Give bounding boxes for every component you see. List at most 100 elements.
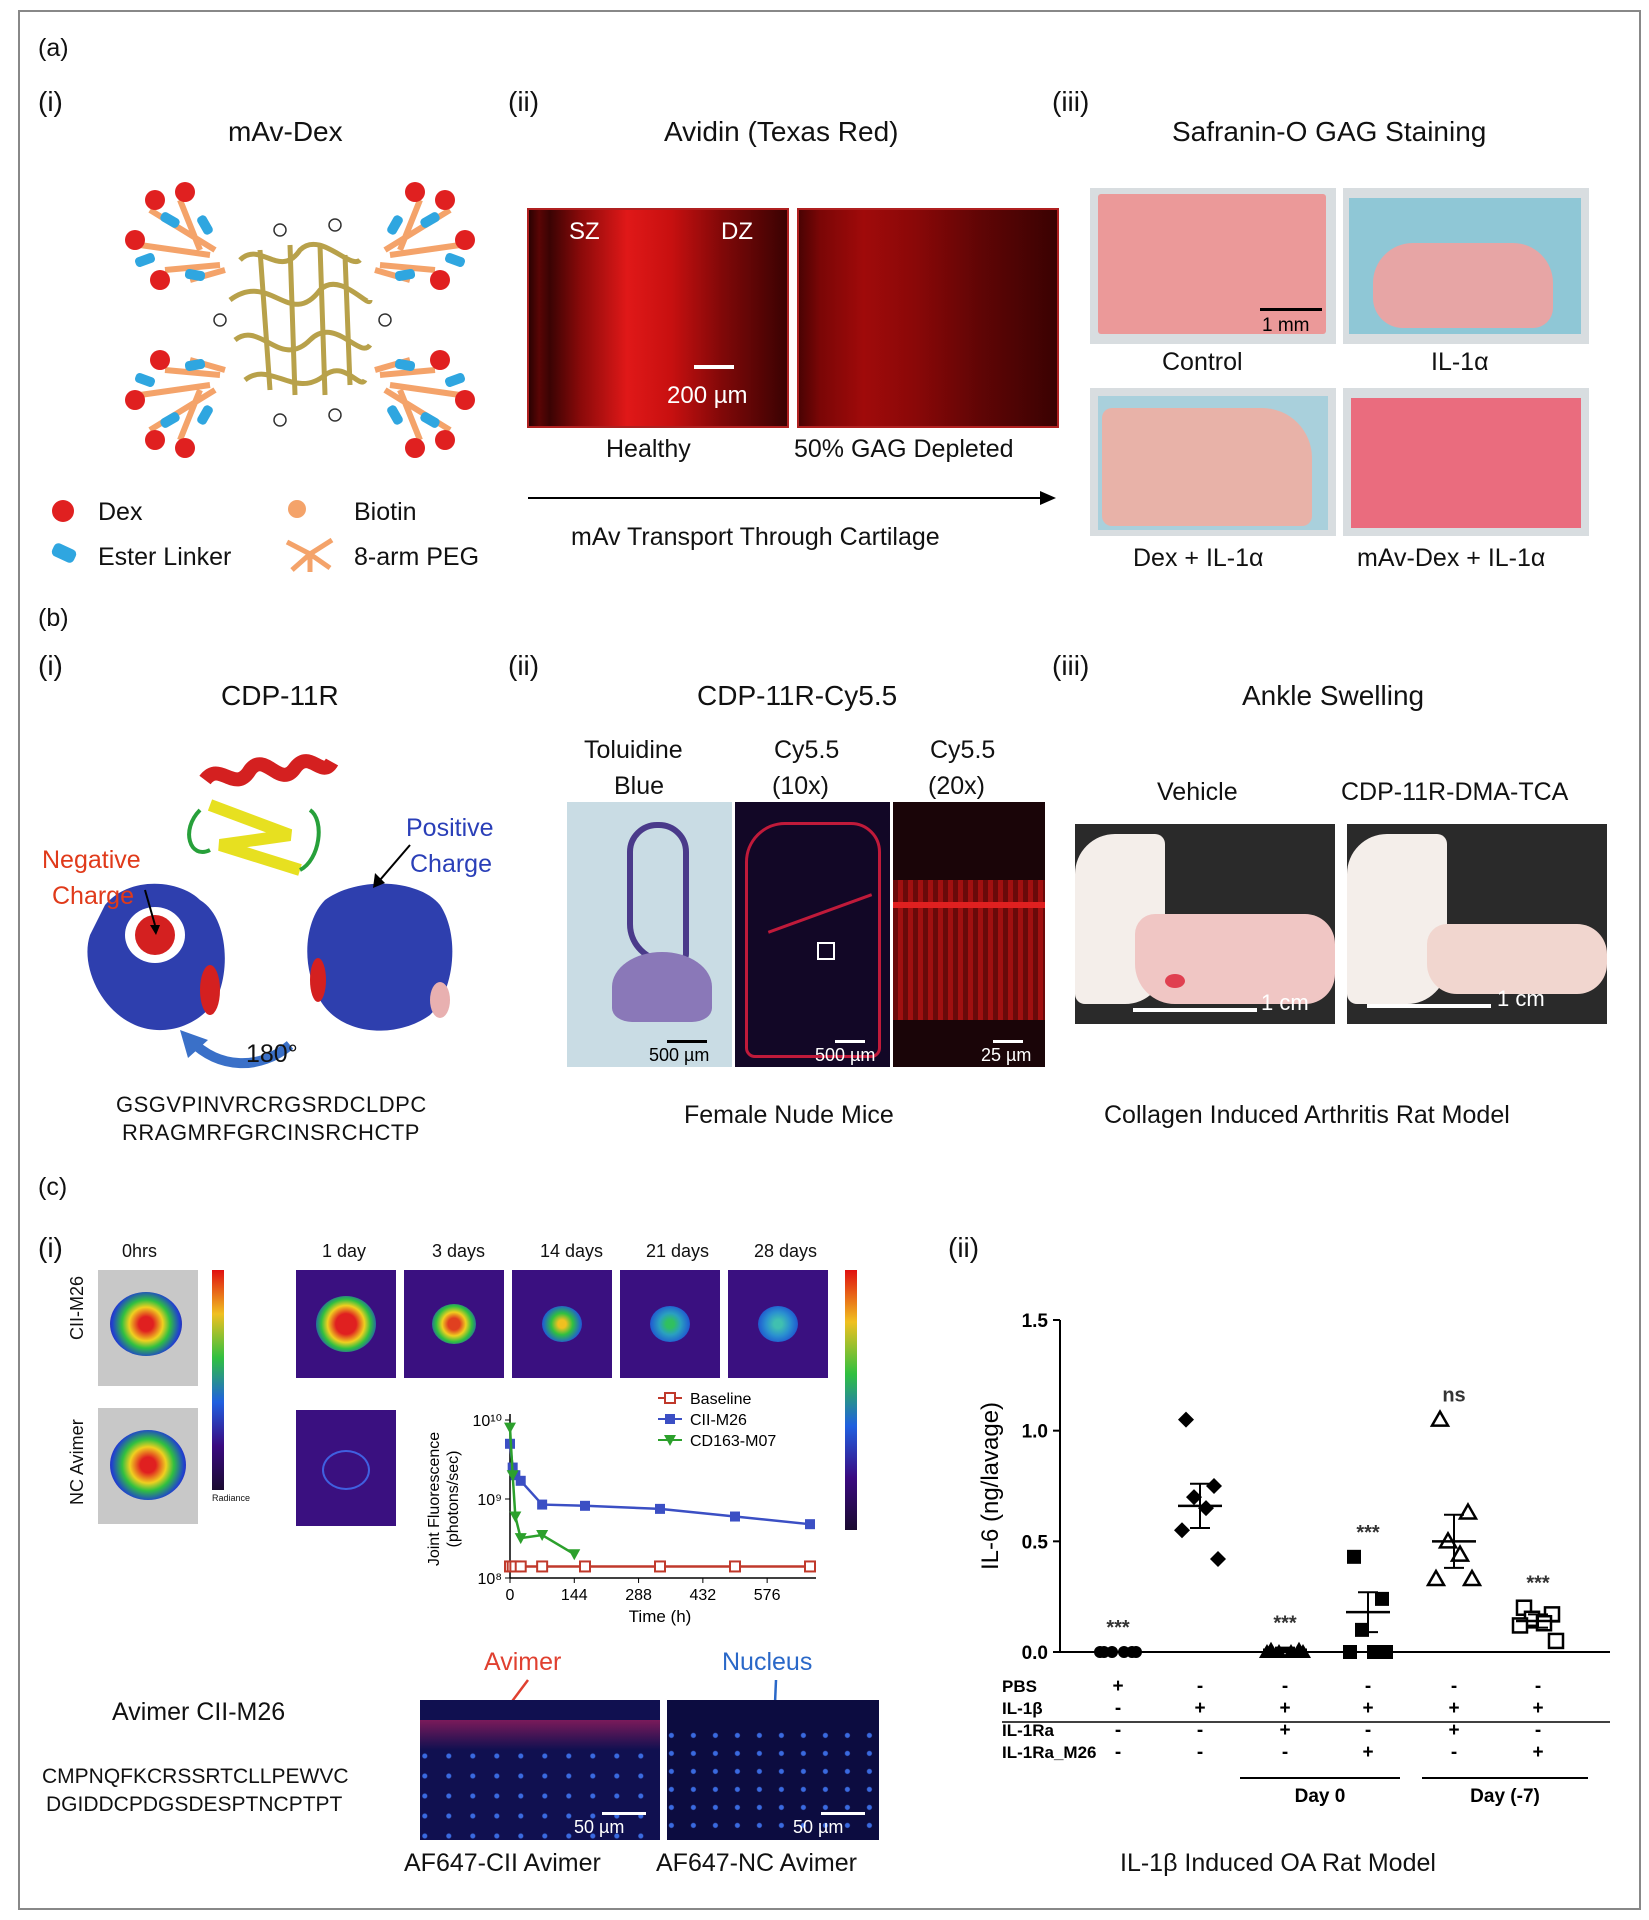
scale-bar <box>1367 1004 1491 1008</box>
scale-label: 50 µm <box>574 1817 625 1837</box>
data-point <box>654 1560 666 1573</box>
treatment-sign: - <box>1535 1720 1541 1741</box>
significance-label: *** <box>1106 1617 1130 1639</box>
group-2 <box>1174 1411 1226 1568</box>
data-point <box>1429 1409 1451 1427</box>
treatment-sign: - <box>1451 1676 1457 1697</box>
treatment-sign: - <box>1451 1742 1457 1763</box>
data-point <box>1206 1478 1222 1494</box>
mav-dex-schematic <box>120 170 480 470</box>
il1a-caption: IL-1α <box>1431 348 1489 376</box>
toluidine-label-1: Toluidine <box>584 736 683 764</box>
data-point <box>1367 1645 1381 1659</box>
panel-b-i-label: (i) <box>38 650 63 681</box>
surface-positive-view <box>307 883 453 1031</box>
treatment-sign: + <box>1194 1698 1205 1719</box>
cy55-20x-image: 25 µm <box>893 802 1045 1067</box>
data-point <box>514 1533 527 1545</box>
group-6: *** <box>1511 1573 1565 1650</box>
data-point <box>729 1560 741 1573</box>
panel-b-i-title: CDP-11R <box>221 680 339 711</box>
depleted-caption: 50% GAG Depleted <box>794 435 1014 463</box>
series-baseline <box>504 1560 816 1573</box>
scale-label: 500 µm <box>815 1045 876 1065</box>
ivis-nc-1day <box>296 1410 396 1526</box>
legend-marker <box>664 1435 676 1446</box>
data-point <box>536 1560 549 1573</box>
cia-rat-caption: Collagen Induced Arthritis Rat Model <box>1104 1101 1510 1129</box>
scale-label: 25 µm <box>981 1045 1032 1065</box>
fluorescence-chart: 10⁸ 10⁹ 10¹⁰ 0 144 288 432 576 Time (h) Joint Flu… <box>426 1391 816 1626</box>
transport-caption: mAv Transport Through Cartilage <box>571 523 940 551</box>
cy55-10x-label-1: Cy5.5 <box>774 736 840 764</box>
row-label-cii-m26: CII-M26 <box>67 1275 87 1340</box>
treatment-sign: - <box>1535 1676 1541 1697</box>
data-point <box>1355 1622 1369 1637</box>
af647-cii-caption: AF647-CII Avimer <box>404 1849 601 1877</box>
legend-label: CII-M26 <box>690 1412 747 1429</box>
time-label-4: 21 days <box>646 1241 710 1261</box>
treatment-sign: + <box>1362 1698 1373 1719</box>
ivis-nc-0hrs <box>98 1408 198 1524</box>
panel-a-iii-title: Safranin-O GAG Staining <box>1172 116 1487 147</box>
scale-bar <box>993 1040 1023 1043</box>
biotin-legend-icon <box>288 500 306 518</box>
y-tick-label: 1.0 <box>1022 1422 1048 1443</box>
nucleus-arrow-label: Nucleus <box>722 1648 813 1676</box>
y-axis-title-line: (photons/sec) <box>445 1451 462 1548</box>
scale-label: 1 mm <box>1262 315 1310 336</box>
data-point <box>1210 1551 1226 1568</box>
avimer-sequence-line-2: DGIDDCPDGSDESPTNCPTPT <box>46 1793 343 1816</box>
avidin-healthy-image: SZ DZ 200 µm <box>527 208 789 428</box>
rotation-arrow <box>186 1036 294 1069</box>
y-tick-label: 10⁹ <box>477 1492 502 1509</box>
scale-label: 1 cm <box>1497 986 1545 1011</box>
series-line <box>508 1427 575 1556</box>
time-label-3: 14 days <box>540 1241 604 1261</box>
radiance-colorbar-2 <box>845 1270 857 1530</box>
avidin-depleted-image <box>797 208 1059 428</box>
safranin-dex-image <box>1090 388 1336 536</box>
cy55-10x-label-2: (10x) <box>772 772 829 800</box>
significance-label: *** <box>1356 1522 1380 1544</box>
group-1: *** <box>1094 1617 1142 1658</box>
treatment-sign: - <box>1365 1676 1371 1697</box>
ivis-cii-0hrs <box>98 1270 198 1386</box>
y-tick-label: 0.5 <box>1022 1532 1049 1553</box>
data-point <box>655 1503 665 1514</box>
radiance-colorbar-1 <box>212 1270 224 1490</box>
ivis-cii-1day <box>296 1270 396 1378</box>
figure-frame <box>18 10 1641 1910</box>
legend-marker <box>665 1414 675 1424</box>
treatment-row-label: IL-1β <box>1002 1699 1043 1718</box>
data-point <box>1174 1522 1190 1539</box>
panel-c-label: (c) <box>38 1173 68 1201</box>
data-point <box>1547 1632 1565 1650</box>
panel-b-ii-label: (ii) <box>508 650 540 681</box>
scale-bar <box>1260 308 1322 311</box>
scale-label: 500 µm <box>649 1045 710 1065</box>
af647-nc-caption: AF647-NC Avimer <box>656 1849 857 1877</box>
data-point <box>1186 1489 1202 1506</box>
treatment-sign: - <box>1282 1742 1288 1763</box>
treatment-sign: + <box>1448 1698 1459 1719</box>
avimer-sequence-line-1: CMPNQFKCRSSRTCLLPEWVC <box>42 1765 349 1788</box>
day7-label: Day (-7) <box>1470 1786 1540 1807</box>
panel-a-ii-title: Avidin (Texas Red) <box>664 116 899 147</box>
data-point <box>1457 1502 1479 1520</box>
data-point <box>1343 1645 1357 1659</box>
mav-dex-il1a-caption: mAv-Dex + IL-1α <box>1357 544 1546 572</box>
group-5: ns <box>1425 1385 1483 1587</box>
time-label-2: 3 days <box>432 1241 486 1261</box>
data-point <box>1347 1549 1361 1564</box>
time-label-1: 1 day <box>322 1241 367 1261</box>
avimer-arrow-label: Avimer <box>484 1648 562 1676</box>
cdp-sequence-line-1: GSGVPINVRCRGSRDCLDPC <box>116 1092 427 1117</box>
scale-bar <box>694 365 734 369</box>
time-label-0: 0hrs <box>122 1241 158 1261</box>
scale-bar <box>602 1812 646 1815</box>
af647-nc-image: 50 µm <box>667 1700 879 1840</box>
treatment-sign: + <box>1279 1720 1290 1741</box>
cy55-20x-label-1: Cy5.5 <box>930 736 996 764</box>
positive-label-2: Charge <box>410 850 492 878</box>
